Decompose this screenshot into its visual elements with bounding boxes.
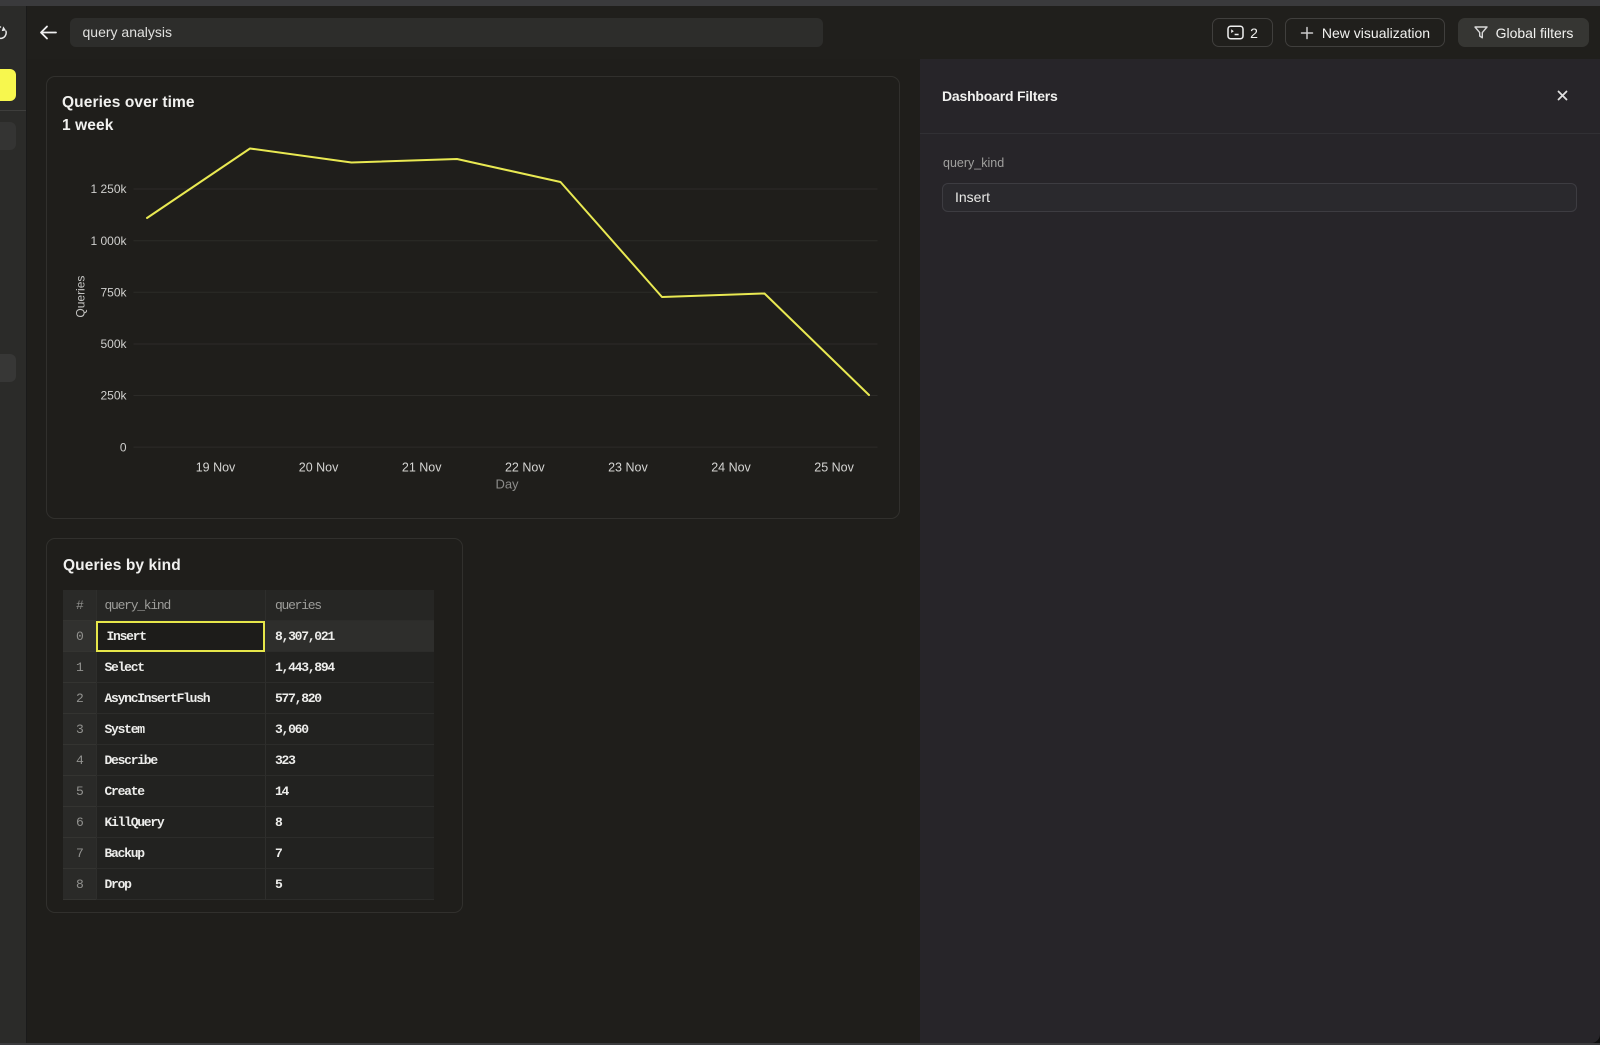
svg-text:Day: Day: [495, 477, 519, 492]
svg-text:500k: 500k: [100, 337, 127, 351]
svg-text:250k: 250k: [100, 389, 127, 403]
svg-text:24 Nov: 24 Nov: [711, 461, 751, 475]
svg-text:750k: 750k: [100, 286, 127, 300]
svg-text:1 250k: 1 250k: [90, 182, 127, 196]
svg-text:23 Nov: 23 Nov: [608, 461, 648, 475]
svg-text:1 000k: 1 000k: [90, 234, 127, 248]
svg-text:25 Nov: 25 Nov: [814, 461, 854, 475]
svg-text:Queries: Queries: [74, 276, 88, 318]
svg-text:0: 0: [120, 440, 127, 454]
svg-text:19 Nov: 19 Nov: [196, 461, 236, 475]
svg-text:20 Nov: 20 Nov: [299, 461, 339, 475]
svg-text:22 Nov: 22 Nov: [505, 461, 545, 475]
svg-text:21 Nov: 21 Nov: [402, 461, 442, 475]
